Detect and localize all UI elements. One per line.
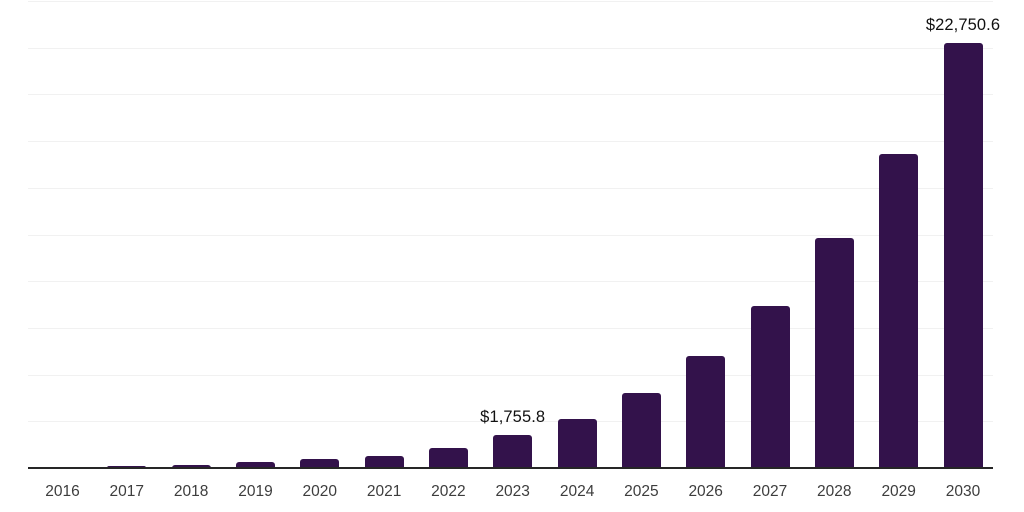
bar-2017[interactable] [107, 465, 147, 468]
bar-2028[interactable] [814, 238, 854, 468]
bar-2021[interactable] [364, 456, 404, 468]
bar-2030[interactable] [943, 43, 983, 468]
x-tick-2027: 2027 [752, 483, 788, 500]
bar-2027[interactable] [750, 305, 790, 468]
x-tick-2026: 2026 [688, 483, 723, 500]
bar-2029[interactable] [879, 154, 919, 468]
gridline [28, 327, 993, 329]
value-label-2030: $22,750.6 [925, 16, 1001, 34]
bar-2026[interactable] [686, 355, 726, 468]
x-tick-2024: 2024 [559, 483, 595, 500]
bar-2018[interactable] [171, 464, 211, 468]
bar-2025[interactable] [621, 393, 661, 468]
x-tick-2028: 2028 [817, 483, 852, 500]
x-tick-2029: 2029 [881, 483, 916, 500]
x-tick-2022: 2022 [431, 483, 466, 500]
x-tick-2016: 2016 [45, 483, 80, 500]
x-tick-2030: 2030 [945, 483, 981, 500]
bar-2022[interactable] [428, 447, 468, 468]
x-tick-2017: 2017 [109, 483, 145, 500]
x-tick-2023: 2023 [495, 483, 530, 500]
gridline [28, 94, 993, 96]
bar-2023[interactable] [493, 435, 533, 468]
bar-2020[interactable] [300, 459, 340, 468]
gridline [28, 1, 993, 2]
bar-2024[interactable] [557, 419, 597, 468]
x-axis-line [28, 467, 993, 469]
x-tick-2020: 2020 [302, 483, 338, 500]
gridline [28, 421, 993, 423]
bar-2019[interactable] [236, 462, 275, 468]
gridline [28, 281, 993, 283]
gridline [28, 234, 993, 236]
x-tick-2025: 2025 [624, 483, 659, 500]
x-tick-2021: 2021 [366, 483, 402, 500]
gridline [28, 141, 993, 143]
x-tick-2018: 2018 [173, 483, 209, 500]
x-tick-2019: 2019 [238, 483, 273, 500]
gridline [28, 374, 993, 376]
gridline [28, 47, 993, 49]
gridline [28, 187, 993, 189]
value-label-2023: $1,755.8 [480, 408, 546, 427]
